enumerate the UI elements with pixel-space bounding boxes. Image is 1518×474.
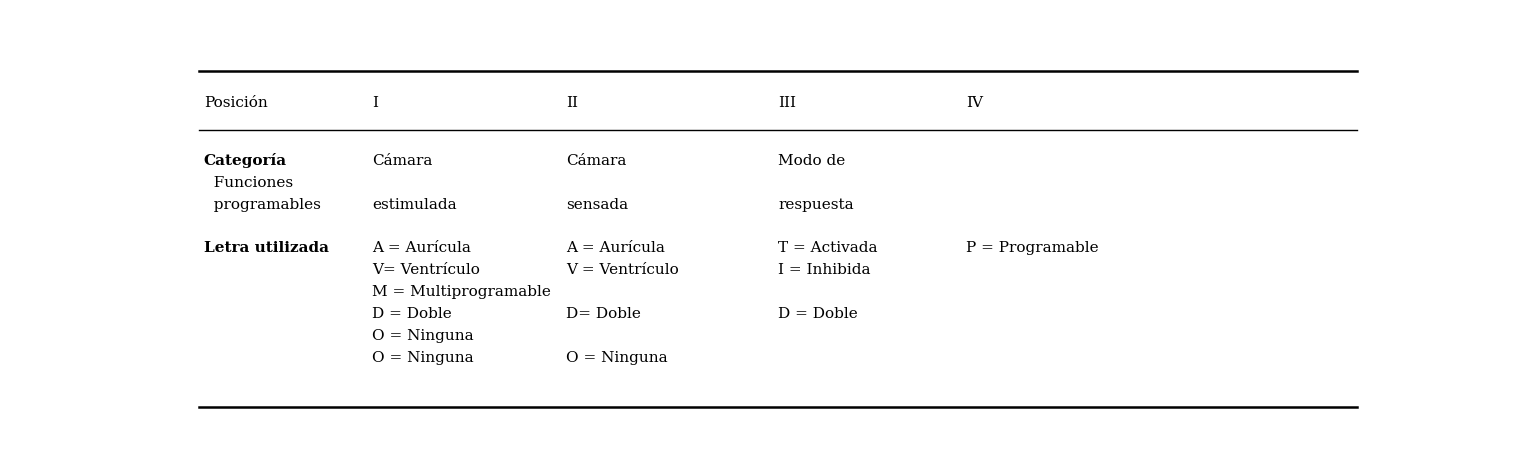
Text: estimulada: estimulada: [372, 198, 457, 212]
Text: Cámara: Cámara: [372, 154, 433, 168]
Text: A = Aurícula: A = Aurícula: [566, 241, 665, 255]
Text: Letra utilizada: Letra utilizada: [203, 241, 329, 255]
Text: Cámara: Cámara: [566, 154, 627, 168]
Text: I: I: [372, 95, 378, 109]
Text: V= Ventrículo: V= Ventrículo: [372, 264, 480, 277]
Text: I = Inhibida: I = Inhibida: [779, 264, 870, 277]
Text: Posición: Posición: [203, 95, 267, 109]
Text: T = Activada: T = Activada: [779, 241, 877, 255]
Text: P = Programable: P = Programable: [967, 241, 1099, 255]
Text: D = Doble: D = Doble: [779, 307, 858, 321]
Text: IV: IV: [967, 95, 984, 109]
Text: O = Ninguna: O = Ninguna: [372, 329, 474, 343]
Text: Categoría: Categoría: [203, 154, 287, 168]
Text: Modo de: Modo de: [779, 154, 846, 168]
Text: M = Multiprogramable: M = Multiprogramable: [372, 285, 551, 299]
Text: sensada: sensada: [566, 198, 628, 212]
Text: programables: programables: [203, 198, 320, 212]
Text: O = Ninguna: O = Ninguna: [566, 351, 668, 365]
Text: A = Aurícula: A = Aurícula: [372, 241, 471, 255]
Text: III: III: [779, 95, 795, 109]
Text: Funciones: Funciones: [203, 176, 293, 190]
Text: D= Doble: D= Doble: [566, 307, 641, 321]
Text: D = Doble: D = Doble: [372, 307, 452, 321]
Text: II: II: [566, 95, 578, 109]
Text: V = Ventrículo: V = Ventrículo: [566, 264, 679, 277]
Text: respuesta: respuesta: [779, 198, 853, 212]
Text: O = Ninguna: O = Ninguna: [372, 351, 474, 365]
